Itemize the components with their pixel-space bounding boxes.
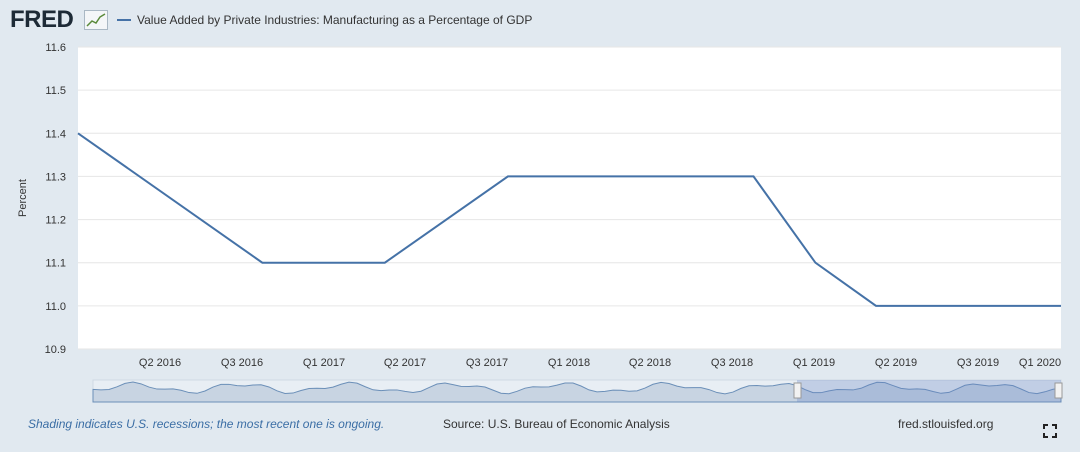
x-tick-label: Q3 2017	[466, 357, 508, 369]
y-tick-label: 11.4	[45, 128, 66, 140]
source-text: Source: U.S. Bureau of Economic Analysis	[443, 417, 670, 431]
x-tick-label: Q1 2019	[793, 357, 835, 369]
range-navigator[interactable]	[92, 379, 1063, 403]
y-tick-label: 11.6	[45, 42, 66, 54]
y-axis: 10.9 11.0 11.1 11.2 11.3 11.4 11.5 11.6	[45, 42, 66, 356]
y-tick-label: 10.9	[45, 344, 66, 356]
y-tick-label: 11.5	[45, 85, 66, 97]
x-tick-label: Q2 2018	[629, 357, 671, 369]
fred-logo[interactable]: FRED	[10, 6, 74, 33]
legend[interactable]: Value Added by Private Industries: Manuf…	[117, 13, 532, 27]
y-tick-label: 11.1	[45, 258, 66, 270]
site-link[interactable]: fred.stlouisfed.org	[898, 417, 994, 431]
x-tick-label: Q3 2019	[957, 357, 999, 369]
legend-swatch	[117, 19, 131, 21]
series-line	[77, 132, 1061, 307]
recession-note: Shading indicates U.S. recessions; the m…	[28, 417, 385, 431]
chart-header: FRED Value Added by Private Industries: …	[0, 0, 1080, 40]
legend-label: Value Added by Private Industries: Manuf…	[137, 13, 533, 27]
x-tick-label: Q2 2017	[384, 357, 426, 369]
series-group	[77, 132, 1062, 307]
y-axis-label: Percent	[17, 179, 29, 217]
y-tick-label: 11.0	[45, 301, 66, 313]
x-axis: Q2 2016 Q3 2016 Q1 2017 Q2 2017 Q3 2017 Q1 20…	[139, 357, 1061, 369]
plot-area	[78, 47, 1061, 349]
x-tick-label: Q1 2017	[303, 357, 345, 369]
line-chart: 10.9 11.0 11.1 11.2 11.3 11.4 11.5 11.6 Q2 2016…	[17, 42, 1063, 403]
fullscreen-icon[interactable]	[1043, 424, 1057, 438]
navigator-handle[interactable]	[793, 382, 802, 399]
y-tick-label: 11.2	[45, 215, 66, 227]
line-chart-icon	[84, 10, 108, 30]
navigator-handle[interactable]	[1054, 382, 1063, 399]
x-tick-label: Q3 2018	[711, 357, 753, 369]
x-tick-label: Q2 2019	[875, 357, 917, 369]
x-tick-label: Q1 2020	[1019, 357, 1061, 369]
navigator-selection[interactable]	[797, 380, 1061, 402]
navigator-series	[92, 381, 1062, 403]
x-tick-label: Q1 2018	[548, 357, 590, 369]
x-tick-label: Q3 2016	[221, 357, 263, 369]
y-tick-label: 11.3	[45, 171, 66, 183]
x-tick-label: Q2 2016	[139, 357, 181, 369]
